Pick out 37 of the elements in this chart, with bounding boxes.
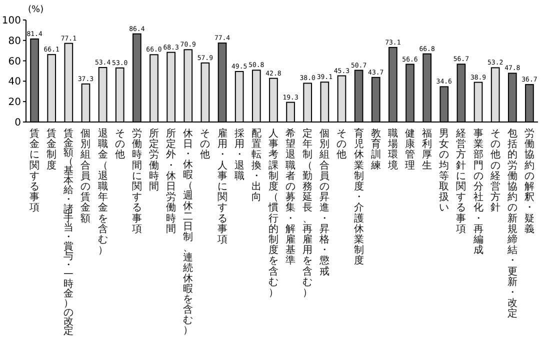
category-label: 労働時間に関する事項 [132, 128, 142, 235]
x-tick-label: その他 [114, 128, 125, 161]
category-label: 個別組合員の賃金額 [80, 128, 91, 224]
y-tick-label: 0 [14, 118, 21, 128]
category-label: 個別組合員の昇進・昇格・懲戒 [320, 128, 330, 278]
category-label: 希望退職者の募集・解雇基準 [286, 128, 296, 267]
category-label: 休日・休暇（週休二日制、連続休暇を含む） [183, 128, 194, 336]
y-tick-label: 100 [2, 16, 21, 26]
category-label: 雇用・人事に関する事項 [217, 128, 228, 246]
x-tick-label: 教育訓練 [370, 128, 381, 172]
y-tick-label: 40 [8, 76, 21, 88]
y-axis-title: (%) [28, 5, 44, 15]
y-tick-label: 80 [8, 36, 21, 47]
x-tick-label: その他の経営方針 [489, 128, 500, 214]
category-label: 育児休業制度・介護休業制度 [354, 128, 364, 267]
x-tick-label: 配置転換・出向 [251, 128, 262, 204]
category-label: 退職金（退職年金を含む） [98, 128, 108, 256]
category-label: 人事考課制度（慣行的制度を含む） [268, 128, 278, 298]
category-label: 定年制（勤務延長、再雇用を含む） [302, 128, 313, 298]
x-tick-label: その他 [336, 128, 347, 161]
y-tick-label: 60 [8, 56, 21, 68]
x-tick-label: 賃金に関する事項 [30, 128, 40, 214]
x-tick-label: 男女の均等取扱い [438, 128, 450, 214]
category-label: 事業部門の分社化・再編成 [473, 128, 484, 256]
x-tick-label: 職場環境 [386, 128, 398, 172]
x-tick-label: その他 [200, 128, 210, 161]
y-tick-label: 20 [8, 97, 21, 108]
category-label: 所定外・休日労働時間 [166, 128, 176, 235]
category-label: 賃金額（基本給・諸手当・賞与・一時金）の改定 [64, 128, 74, 337]
x-tick-label: 賃金制度 [46, 128, 57, 172]
x-tick-label: 所定労働時間 [149, 128, 159, 192]
x-tick-label: 健康管理 [405, 128, 415, 172]
category-label: 経営方針に関する事項 [456, 128, 466, 235]
category-label: 労働協約の解釈・疑義 [524, 128, 534, 235]
x-tick-label: 福利厚生 [422, 128, 432, 172]
category-label: 包括的労働協約の新規締結・更新・改定 [507, 128, 518, 320]
x-tick-label: 採用・退職 [234, 128, 244, 182]
